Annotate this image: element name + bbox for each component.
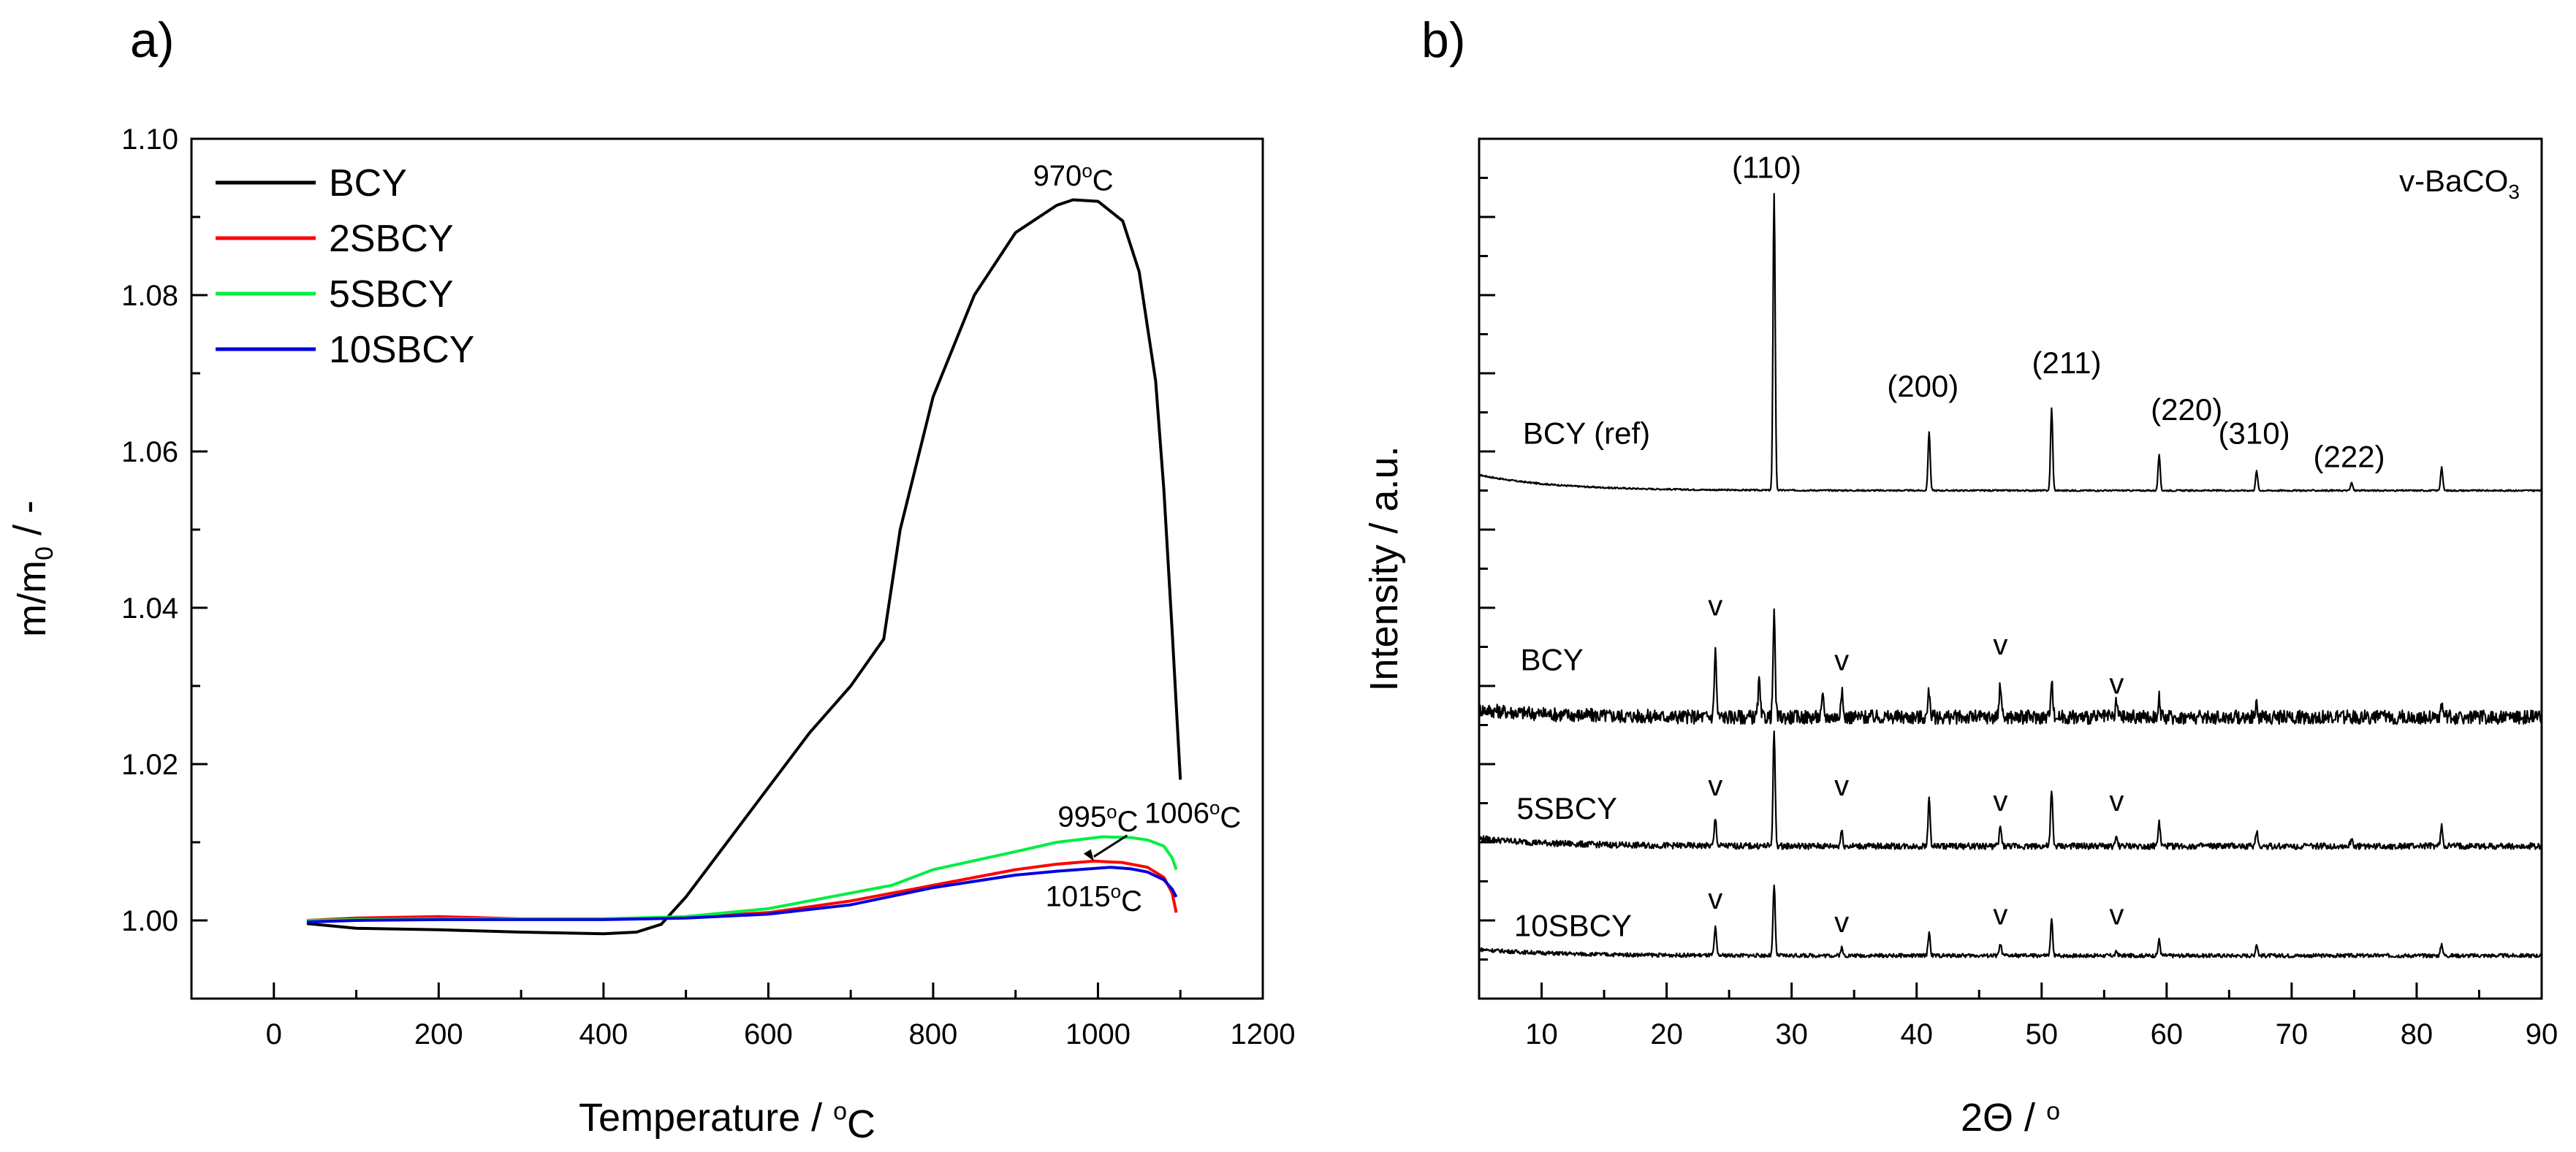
carbonate-marker: v: [2109, 899, 2124, 931]
y-tick-label: 1.08: [121, 280, 178, 312]
xrd-pattern-10sbcy: [1478, 884, 2542, 958]
reflection-label: (310): [2219, 416, 2290, 450]
x-tick-label: 0: [266, 1018, 282, 1050]
plot-frame: [190, 137, 1264, 1000]
legend-label: 5SBCY: [329, 273, 454, 316]
y-tick-label: 1.04: [121, 592, 178, 625]
carbonate-marker: v: [1993, 899, 2007, 931]
sample-label: 5SBCY: [1516, 791, 1617, 825]
carbonate-marker: v: [2109, 668, 2124, 701]
annotation-arrowhead: [1083, 849, 1094, 861]
reflection-label: (110): [1732, 150, 1801, 185]
panel-a-label: a): [130, 12, 174, 68]
reflection-label: (211): [2032, 346, 2102, 380]
x-tick-label: 40: [1900, 1018, 1933, 1050]
reflection-label: (222): [2314, 439, 2385, 473]
annotation-label: 995oC: [1057, 801, 1138, 838]
reflection-label: (220): [2151, 392, 2222, 427]
carbonate-marker: v: [1834, 907, 1849, 939]
panel-a-chart: 0 200 400 600 800 1000 1200 1.00 1.02 1.04 1.06 1.0…: [6, 123, 1295, 1146]
panel-b-chart: 10 20 30 40 50 60 70 80 90 2Θ / o Intensity / a.u.…: [1362, 137, 2558, 1140]
y-tick-label: 1.06: [121, 436, 178, 468]
plot-frame: [1478, 137, 2543, 1000]
x-tick-label: 10: [1525, 1018, 1558, 1050]
x-tick-label: 60: [2151, 1018, 2184, 1050]
y-tick-label: 1.00: [121, 905, 178, 937]
annotation-label: 970oC: [1033, 160, 1114, 197]
reflection-label: (200): [1887, 369, 1958, 403]
x-tick-label: 200: [414, 1018, 463, 1050]
carbonate-marker: v: [1708, 590, 1722, 622]
x-tick-label: 1200: [1231, 1018, 1296, 1050]
x-tick-label: 90: [2526, 1018, 2558, 1050]
carbonate-marker: v: [2109, 785, 2124, 817]
x-axis-label: 2Θ / o: [1961, 1096, 2060, 1140]
annotation-label: 1015oC: [1046, 880, 1142, 918]
x-tick-label: 20: [1650, 1018, 1683, 1050]
legend-label: BCY: [329, 162, 407, 205]
carbonate-marker: v: [1834, 770, 1849, 802]
series-line-bcy: [306, 198, 1182, 936]
y-tick-label: 1.10: [121, 123, 178, 156]
legend-label: v-BaCO3: [2399, 164, 2520, 203]
x-tick-label: 800: [909, 1018, 958, 1050]
x-tick-label: 80: [2401, 1018, 2433, 1050]
y-tick-label: 1.02: [121, 749, 178, 781]
annotation-label: 1006oC: [1144, 797, 1241, 834]
carbonate-marker: v: [1708, 883, 1722, 915]
y-axis-label: m/m0 / -: [6, 500, 58, 637]
xrd-pattern-bcy: [1478, 608, 2543, 725]
carbonate-marker: v: [1708, 770, 1722, 802]
x-tick-label: 600: [744, 1018, 793, 1050]
carbonate-marker: v: [1993, 629, 2007, 661]
legend-label: 2SBCY: [329, 218, 454, 260]
sample-label: BCY: [1520, 643, 1583, 677]
sample-label: 10SBCY: [1514, 908, 1632, 942]
x-tick-label: 1000: [1065, 1018, 1131, 1050]
series-line-10sbcy: [306, 866, 1178, 924]
x-tick-label: 70: [2276, 1018, 2309, 1050]
annotation-arrow: [1093, 834, 1128, 858]
legend-label: 10SBCY: [329, 329, 474, 371]
sample-label: BCY (ref): [1523, 416, 1650, 450]
xrd-pattern-bcy-ref-: [1478, 193, 2542, 492]
y-axis-label: Intensity / a.u.: [1362, 446, 1406, 691]
carbonate-marker: v: [1993, 785, 2007, 817]
xrd-pattern-5sbcy: [1478, 731, 2543, 850]
x-tick-label: 30: [1775, 1018, 1808, 1050]
x-tick-label: 400: [579, 1018, 628, 1050]
x-axis-label: Temperature / oC: [579, 1096, 875, 1146]
carbonate-marker: v: [1834, 645, 1849, 677]
panel-b-label: b): [1421, 12, 1465, 68]
x-tick-label: 50: [2026, 1018, 2059, 1050]
